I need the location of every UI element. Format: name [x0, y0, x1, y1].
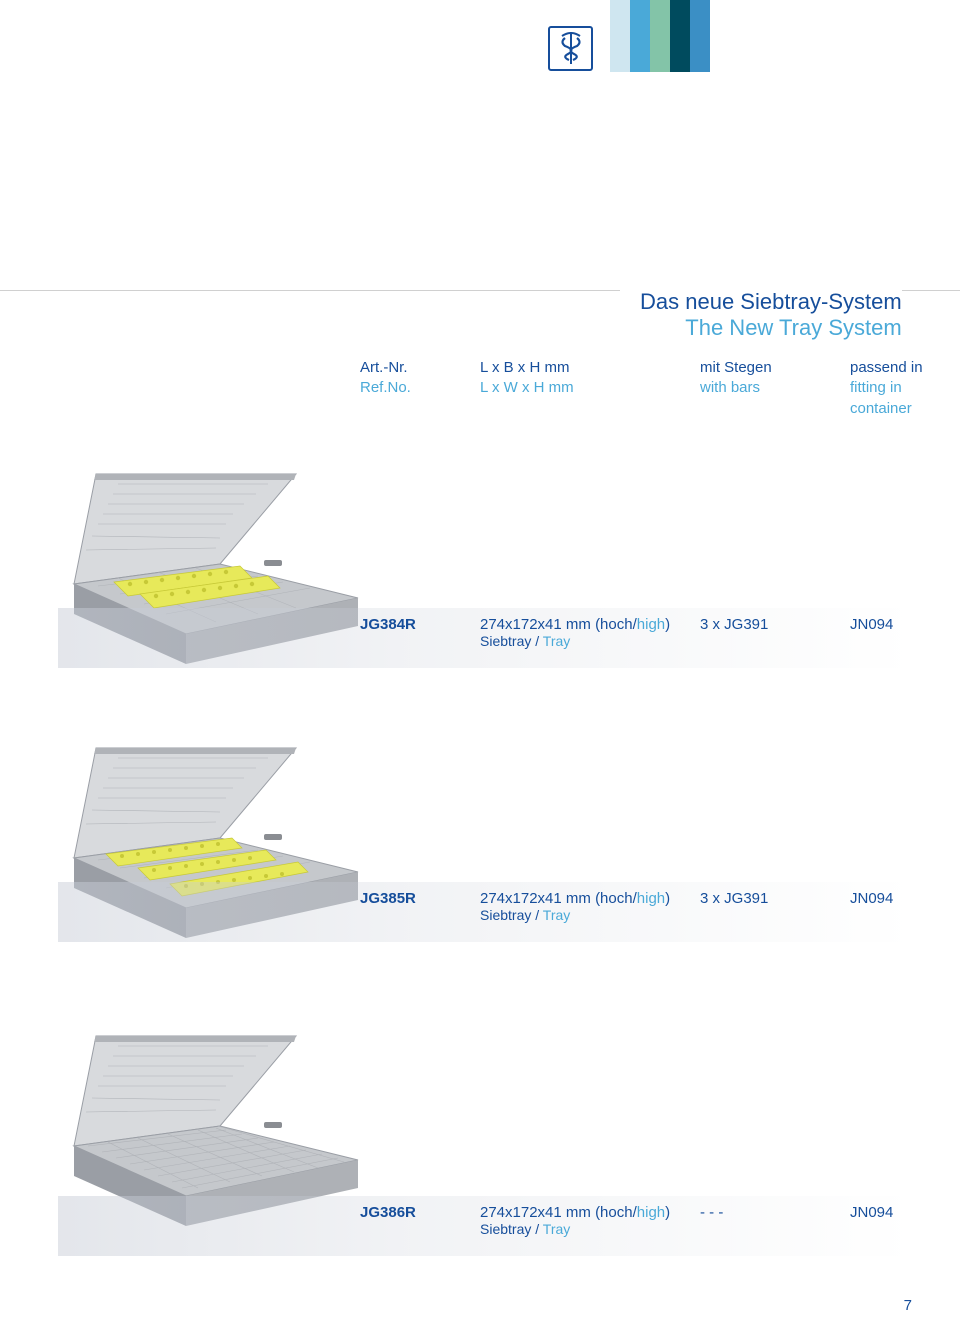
bar-1 — [610, 0, 630, 72]
ref-no: JG385R — [360, 890, 480, 907]
table-row: JG385R 274x172x41 mm (hoch/high) Siebtra… — [58, 882, 912, 942]
fit-value: JN094 — [850, 616, 960, 633]
col-fit: passend in fitting in container — [850, 358, 960, 419]
table-header: Art.-Nr. Ref.No. L x B x H mm L x W x H … — [0, 358, 960, 419]
col-dims: L x B x H mm L x W x H mm — [480, 358, 700, 419]
dimensions: 274x172x41 mm (hoch/high) Siebtray / Tra… — [480, 890, 700, 923]
title-english: The New Tray System — [640, 315, 902, 341]
aesculap-snake-icon — [556, 32, 586, 66]
ref-no: JG386R — [360, 1204, 480, 1221]
dimensions: 274x172x41 mm (hoch/high) Siebtray / Tra… — [480, 616, 700, 649]
ref-no: JG384R — [360, 616, 480, 633]
dimensions: 274x172x41 mm (hoch/high) Siebtray / Tra… — [480, 1204, 700, 1237]
header-color-bars — [610, 0, 710, 72]
bars-value: 3 x JG391 — [700, 616, 850, 633]
bar-4 — [670, 0, 690, 72]
col-bars: mit Stegen with bars — [700, 358, 850, 419]
bars-value: 3 x JG391 — [700, 890, 850, 907]
brand-logo — [548, 26, 593, 71]
bar-5 — [690, 0, 710, 72]
title-german: Das neue Siebtray-System — [640, 289, 902, 315]
page-title: Das neue Siebtray-System The New Tray Sy… — [620, 285, 902, 349]
table-row: JG384R 274x172x41 mm (hoch/high) Siebtra… — [58, 608, 912, 668]
fit-value: JN094 — [850, 890, 960, 907]
bar-3 — [650, 0, 670, 72]
fit-value: JN094 — [850, 1204, 960, 1221]
page-number: 7 — [904, 1297, 912, 1314]
col-ref: Art.-Nr. Ref.No. — [360, 358, 480, 419]
bar-2 — [630, 0, 650, 72]
table-row: JG386R 274x172x41 mm (hoch/high) Siebtra… — [58, 1196, 912, 1256]
bars-value: - - - — [700, 1204, 850, 1221]
